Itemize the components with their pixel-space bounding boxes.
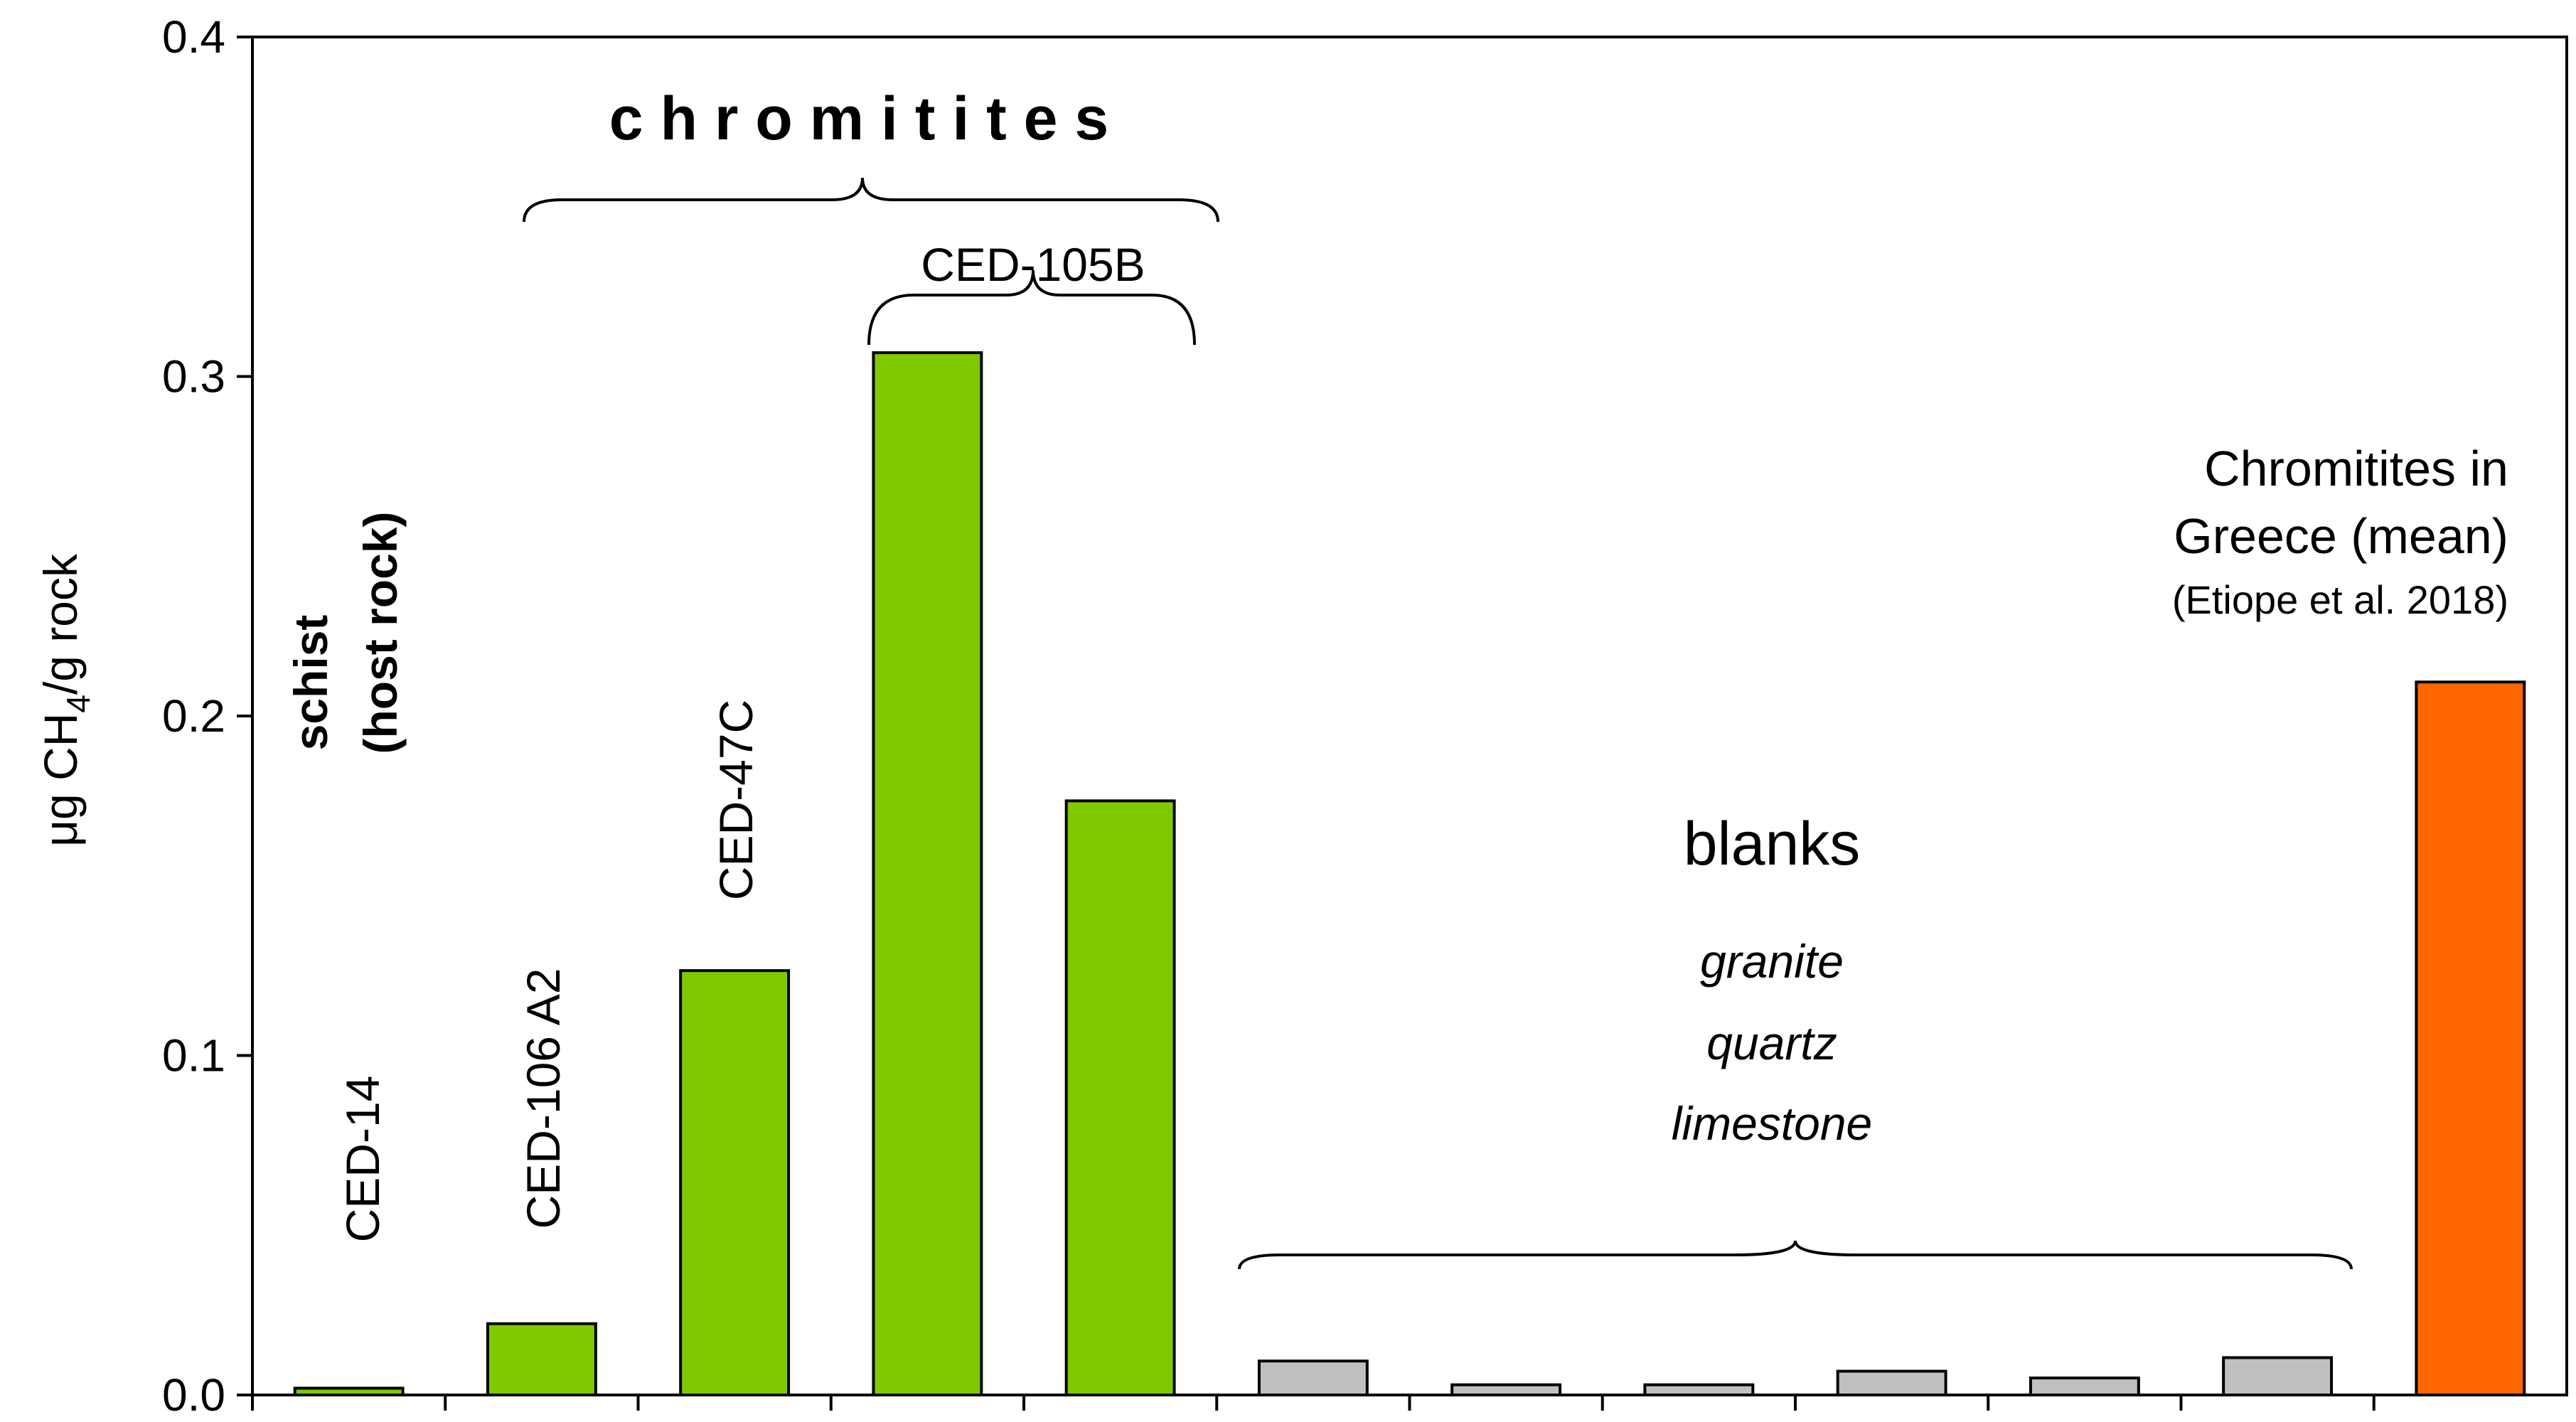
label-ced-47c: CED-47C xyxy=(710,700,762,900)
bar xyxy=(679,969,791,1396)
brace-blanks xyxy=(1238,1240,2353,1270)
y-tick-label: 0.1 xyxy=(162,1030,225,1081)
bar xyxy=(486,1322,597,1396)
bar xyxy=(872,351,983,1397)
y-axis-label: μg CH4/g rock xyxy=(34,553,97,847)
brace-ced-105b xyxy=(867,269,1196,346)
greece-label-line1: Chromitites in xyxy=(2204,441,2508,496)
bar xyxy=(2029,1376,2140,1396)
blanks-title: blanks xyxy=(1684,810,1861,878)
blank-type-limestone: limestone xyxy=(1672,1097,1872,1150)
blank-type-quartz: quartz xyxy=(1706,1017,1837,1069)
axes xyxy=(237,36,2568,1411)
y-tick-label: 0.4 xyxy=(162,11,225,63)
greece-label-line2: Greece (mean) xyxy=(2174,508,2508,564)
bar xyxy=(1836,1369,1947,1396)
bar xyxy=(2415,680,2526,1396)
y-tick-labels: 0.0 0.1 0.2 0.3 0.4 xyxy=(162,11,225,1421)
label-ced-106-a2: CED-106 A2 xyxy=(517,968,570,1229)
bar xyxy=(1643,1383,1755,1397)
plot-frame xyxy=(251,36,2568,1396)
y-tick-label: 0.3 xyxy=(162,351,225,402)
greece-reference: (Etiope et al. 2018) xyxy=(2172,577,2508,622)
brace-chromitites xyxy=(523,177,1219,223)
bars-group xyxy=(293,351,2526,1397)
chromitites-label: c h r o m i t i t e s xyxy=(609,85,1109,153)
y-tick-label: 0.0 xyxy=(162,1369,225,1421)
bar xyxy=(1064,799,1176,1396)
label-ced-14: CED-14 xyxy=(336,1076,389,1243)
blank-type-granite: granite xyxy=(1700,935,1844,988)
bar xyxy=(1257,1359,1369,1396)
y-tick-label: 0.2 xyxy=(162,690,225,742)
schist-label: schist xyxy=(284,615,337,751)
bar xyxy=(2222,1356,2334,1396)
host-rock-label: (host rock) xyxy=(354,511,407,754)
label-ced-105b: CED-105B xyxy=(921,238,1145,291)
bar xyxy=(1450,1383,1562,1397)
